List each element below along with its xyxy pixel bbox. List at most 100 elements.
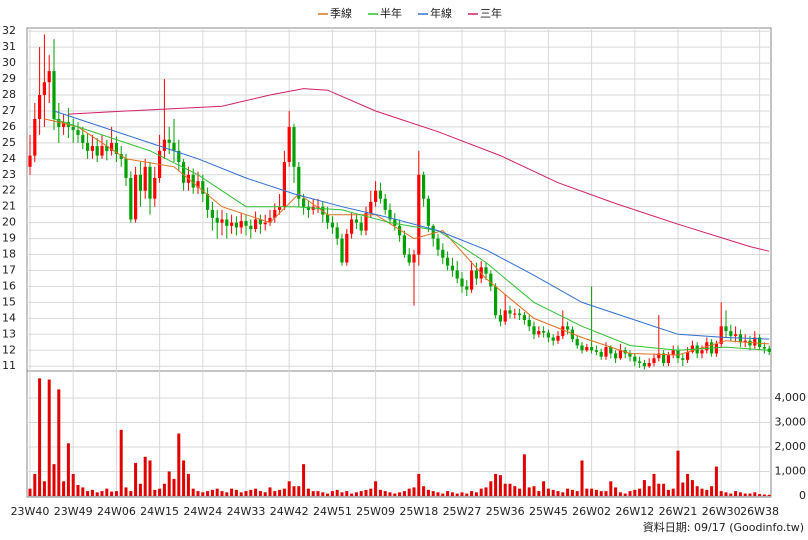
volume-bar xyxy=(532,486,536,496)
candle-body xyxy=(450,265,454,271)
volume-bar xyxy=(441,493,445,496)
volume-bar xyxy=(594,489,598,496)
candle-body xyxy=(153,177,157,199)
candle-body xyxy=(474,270,478,279)
volume-bar xyxy=(431,491,435,496)
candle-body xyxy=(278,206,282,210)
volume-bar xyxy=(244,491,248,496)
volume-bar xyxy=(220,491,224,496)
volume-bar xyxy=(436,492,440,496)
volume-bar xyxy=(590,488,594,496)
volume-bar xyxy=(585,488,589,496)
x-tick-label: 26W02 xyxy=(572,505,611,518)
volume-bar xyxy=(518,488,522,496)
volume-bar xyxy=(258,491,262,496)
candle-body xyxy=(484,267,488,274)
y-tick-label: 32 xyxy=(2,24,16,37)
volume-bar xyxy=(426,489,430,496)
volume-bar xyxy=(239,492,243,496)
candle-body xyxy=(719,326,723,344)
volume-bar xyxy=(666,489,670,496)
volume-bar xyxy=(546,488,550,496)
volume-bar xyxy=(561,492,565,496)
candle-body xyxy=(239,221,243,228)
volume-bar xyxy=(182,460,186,496)
volume-bar xyxy=(287,481,291,496)
candle-body xyxy=(455,270,459,279)
y2-tick-label: 1,000 xyxy=(775,464,807,477)
candle-body xyxy=(220,219,224,223)
candle-body xyxy=(350,219,354,234)
candle-body xyxy=(76,130,80,135)
candle-body xyxy=(100,146,104,156)
candle-body xyxy=(287,126,291,163)
x-tick-label: 24W33 xyxy=(227,505,266,518)
candle-body xyxy=(426,198,430,226)
volume-bar xyxy=(374,481,378,496)
candle-body xyxy=(513,313,517,315)
candle-body xyxy=(38,95,42,119)
legend: 季線 半年 年線 三年 xyxy=(318,6,502,20)
volume-bar xyxy=(330,491,334,496)
volume-bar xyxy=(474,492,478,496)
volume-bar xyxy=(633,489,637,496)
candle-body xyxy=(580,345,584,351)
candle-body xyxy=(215,217,219,223)
candle-body xyxy=(326,214,330,223)
candle-body xyxy=(162,139,166,151)
x-tick-label: 24W24 xyxy=(183,505,222,518)
candle-body xyxy=(642,363,646,367)
candle-body xyxy=(258,219,262,225)
candle-body xyxy=(590,347,594,351)
candle-body xyxy=(551,337,555,341)
volume-bar xyxy=(623,493,627,496)
candle-body xyxy=(62,122,66,127)
volume-bar xyxy=(566,488,570,496)
volume-bar xyxy=(354,492,358,496)
volume-bar xyxy=(686,473,690,496)
x-tick-label: 25W09 xyxy=(356,505,395,518)
volume-bar xyxy=(268,487,272,496)
volume-bar xyxy=(398,492,402,496)
candle-body xyxy=(700,350,704,354)
candle-body xyxy=(570,329,574,340)
y2-tick-label: 2,000 xyxy=(775,440,807,453)
volume-bar xyxy=(450,492,454,496)
volume-bar xyxy=(455,493,459,496)
candle-body xyxy=(417,174,421,255)
volume-bar xyxy=(662,483,666,496)
candle-body xyxy=(95,146,99,156)
candle-body xyxy=(614,353,618,359)
candle-body xyxy=(494,286,498,316)
volume-bar xyxy=(86,491,90,496)
volume-bar xyxy=(28,488,32,496)
volume-bar xyxy=(460,492,464,496)
candle-body xyxy=(172,142,176,151)
candle-body xyxy=(542,331,546,333)
candle-body xyxy=(662,353,666,364)
volume-bar xyxy=(503,483,507,496)
volume-bar xyxy=(479,488,483,496)
candle-body xyxy=(191,174,195,188)
volume-bar xyxy=(42,481,46,496)
volume-bar xyxy=(129,491,133,496)
volume-bar xyxy=(177,433,181,496)
volume-bar xyxy=(494,473,498,496)
volume-bar xyxy=(38,378,42,496)
moving-average-line xyxy=(53,110,770,340)
volume-bar xyxy=(753,492,757,496)
volume-bar xyxy=(446,491,450,496)
volume-bar xyxy=(148,460,152,496)
volume-bar xyxy=(513,486,517,496)
volume-bar xyxy=(47,379,51,496)
candle-body xyxy=(743,340,747,343)
volume-bar xyxy=(210,489,214,496)
candle-body xyxy=(561,326,565,336)
candle-body xyxy=(225,219,229,226)
x-tick-label: 24W51 xyxy=(313,505,352,518)
candle-body xyxy=(114,142,118,155)
candle-body xyxy=(446,257,450,266)
legend-label: 三年 xyxy=(480,6,502,20)
volume-bar xyxy=(359,491,363,496)
candle-body xyxy=(86,142,90,151)
